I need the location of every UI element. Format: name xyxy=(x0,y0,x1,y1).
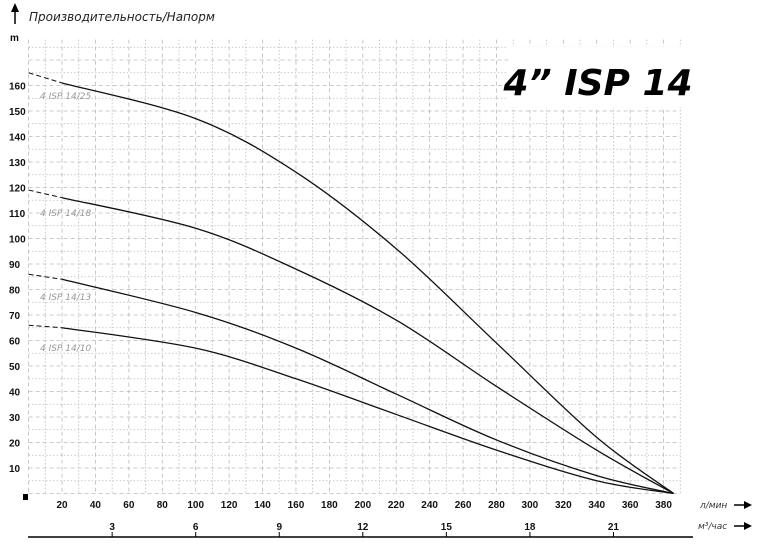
x2-ticks: 3 6 9 12 15 18 21 xyxy=(109,522,619,537)
x-tick-label: 200 xyxy=(354,500,371,511)
y-tick-label: 130 xyxy=(9,158,26,169)
x-tick-label: 40 xyxy=(90,500,102,511)
x2-tick-label: 21 xyxy=(608,522,620,533)
x-tick-label: 140 xyxy=(254,500,271,511)
y-tick-label: 10 xyxy=(9,464,21,475)
y-tick-label: 30 xyxy=(9,413,21,424)
chart-title: 4” ISP 14 xyxy=(502,63,692,104)
x-tick-label: 380 xyxy=(655,500,672,511)
y-tick-label: 90 xyxy=(9,260,21,271)
chart-subtitle: Производительность/Напорм xyxy=(29,10,215,24)
right-arrow-icon xyxy=(734,522,752,530)
y-ticks: 10 20 30 40 50 60 70 80 90 100 110 120 130 140 150 160 xyxy=(9,82,26,476)
x-tick-label: 280 xyxy=(488,500,505,511)
y-tick-label: 20 xyxy=(9,439,21,450)
x-tick-label: 300 xyxy=(522,500,539,511)
series-curve xyxy=(61,327,674,495)
grid xyxy=(28,39,681,494)
series-label: 4 ISP 14/18 xyxy=(40,209,91,219)
curve-dashed-segment xyxy=(28,72,63,84)
x2-tick-label: 18 xyxy=(524,522,536,533)
y-tick-label: 110 xyxy=(9,209,26,220)
x-tick-label: 240 xyxy=(421,500,438,511)
x2-tick-label: 3 xyxy=(109,522,115,533)
x2-tick-label: 15 xyxy=(441,522,453,533)
up-arrow-icon xyxy=(11,3,19,24)
y-tick-label: 120 xyxy=(9,184,26,195)
curve-dashed-segment xyxy=(28,273,63,280)
curve-dashed-segment xyxy=(28,324,63,329)
series-label: 4 ISP 14/25 xyxy=(40,92,91,102)
x-tick-label: 80 xyxy=(157,500,169,511)
x-tick-label: 180 xyxy=(321,500,338,511)
y-tick-label: 50 xyxy=(9,362,21,373)
x2-axis-label: м³/час xyxy=(698,522,727,532)
x-tick-label: 220 xyxy=(388,500,405,511)
x-tick-label: 260 xyxy=(455,500,472,511)
x-tick-label: 20 xyxy=(56,500,68,511)
x-tick-label: 340 xyxy=(588,500,605,511)
curve-dashed-segment xyxy=(28,189,63,199)
y-tick-label: 100 xyxy=(9,235,26,246)
y-tick-label: 160 xyxy=(9,82,26,93)
title-box xyxy=(508,47,689,107)
y-tick-label: 80 xyxy=(9,286,21,297)
x2-tick-label: 9 xyxy=(276,522,282,533)
y-tick-label: 60 xyxy=(9,337,21,348)
x-ticks: 20 40 60 80 100 120 140 160 180 200 220 240 260 280 30… xyxy=(56,500,672,511)
x-tick-label: 60 xyxy=(123,500,135,511)
x-tick-label: 360 xyxy=(622,500,639,511)
y-tick-label: 140 xyxy=(9,133,26,144)
series-curve xyxy=(61,278,674,495)
x-tick-label: 160 xyxy=(288,500,305,511)
y-tick-label: 40 xyxy=(9,388,21,399)
y-tick-label: 70 xyxy=(9,311,21,322)
series-label: 4 ISP 14/10 xyxy=(40,344,91,354)
x-tick-label: 320 xyxy=(555,500,572,511)
x-axis-label: л/мин xyxy=(699,501,727,511)
curves: 4 ISP 14/25 4 ISP 14/18 4 ISP 14/13 4 ISP 1… xyxy=(28,72,674,495)
series-curve xyxy=(61,197,674,495)
series-label: 4 ISP 14/13 xyxy=(40,293,91,303)
x2-tick-label: 12 xyxy=(357,522,369,533)
series-curve xyxy=(61,82,674,495)
x-tick-label: 100 xyxy=(187,500,204,511)
y-tick-label: 150 xyxy=(9,107,26,118)
right-arrow-icon xyxy=(734,501,752,509)
x-tick-label: 120 xyxy=(221,500,238,511)
y-axis-label: m xyxy=(10,33,19,44)
origin-marker xyxy=(23,494,28,500)
x2-tick-label: 6 xyxy=(193,522,199,533)
